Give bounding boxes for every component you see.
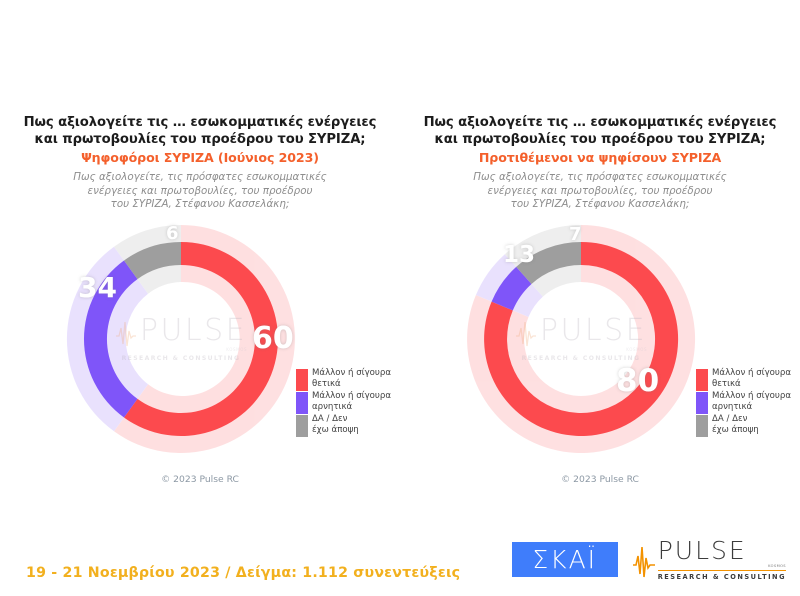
donut-right-slice-dontknow (516, 242, 581, 284)
legend-label-negative: Μάλλον ή σίγουρα αρνητικά (312, 391, 392, 412)
donut-left-ring (83, 242, 278, 436)
legend-label-dontknow: ΔΑ / Δεν έχω άποψη (712, 414, 759, 435)
legend-item-positive: Μάλλον ή σίγουρα θετικά (296, 368, 391, 391)
footer-logos: ΣΚΑΪ PULSE KOSMOS RESEARCH & CONSULTING (511, 538, 786, 581)
panel-right-title-line2: και πρωτοβουλίες του προέδρου του ΣΥΡΙΖΑ… (434, 132, 766, 147)
panel-left-titleblock: Πως αξιολογείτε τις … εσωκομματικές ενέρ… (0, 114, 400, 212)
legend-right: Μάλλον ή σίγουρα θετικά Μάλλον ή σίγουρα… (696, 368, 791, 437)
legend-swatch-dontknow (696, 415, 708, 437)
donut-chart-left: PULSE KOSMOS RESEARCH & CONSULTING 60 34… (56, 214, 346, 464)
panel-left-desc-line3: του ΣΥΡΙΖΑ, Στέφανου Κασσελάκη; (110, 198, 290, 210)
panel-left-desc-line1: Πως αξιολογείτε, τις πρόσφατες εσωκομματ… (73, 171, 327, 183)
legend-item-negative: Μάλλον ή σίγουρα αρνητικά (296, 391, 391, 414)
panel-right-description: Πως αξιολογείτε, τις πρόσφατες εσωκομματ… (400, 171, 800, 212)
legend-item-negative: Μάλλον ή σίγουρα αρνητικά (696, 391, 791, 414)
panel-left-description: Πως αξιολογείτε, τις πρόσφατες εσωκομματ… (0, 171, 400, 212)
legend-item-positive: Μάλλον ή σίγουρα θετικά (696, 368, 791, 391)
panel-right-titleblock: Πως αξιολογείτε τις … εσωκομματικές ενέρ… (400, 114, 800, 212)
legend-swatch-positive (696, 369, 708, 391)
donut-right-svg (467, 224, 696, 453)
donut-left-slice-dontknow (124, 242, 181, 280)
panel-right-desc-line2: ενέργειες και πρωτοβουλίες, του προέδρου (487, 184, 713, 197)
panel-left-subtitle: Ψηφοφόροι ΣΥΡΙΖΑ (Ιούνιος 2023) (81, 150, 319, 165)
donut-left-value-negative: 34 (78, 271, 117, 304)
legend-swatch-negative (696, 392, 708, 414)
donut-left-slice-positive (124, 242, 278, 436)
pulse-logo-text: PULSE (657, 536, 747, 565)
panel-right: Πως αξιολογείτε τις … εσωκομματικές ενέρ… (400, 0, 800, 520)
panel-left-title-line1: Πως αξιολογείτε τις … εσωκομματικές ενέρ… (23, 115, 377, 130)
legend-label-positive: Μάλλον ή σίγουρα θετικά (712, 368, 792, 389)
donut-right-value-positive: 80 (616, 363, 660, 399)
skai-logo: ΣΚΑΪ (511, 542, 618, 577)
donut-left-value-positive: 60 (252, 321, 294, 356)
legend-left: Μάλλον ή σίγουρα θετικά Μάλλον ή σίγουρα… (296, 368, 391, 437)
panel-left: Πως αξιολογείτε τις … εσωκομματικές ενέρ… (0, 0, 400, 520)
panel-right-subtitle: Προτιθέμενοι να ψηφίσουν ΣΥΡΙΖΑ (478, 150, 722, 165)
donut-right-value-negative: 13 (503, 242, 536, 268)
panel-right-desc-line3: του ΣΥΡΙΖΑ, Στέφανου Κασσελάκη; (510, 198, 690, 210)
pulse-logo-kosmos: KOSMOS (768, 564, 786, 568)
skai-logo-text: ΣΚΑΪ (532, 545, 598, 574)
pulse-logo-rule (657, 570, 786, 571)
donut-right-slice-negative (491, 266, 532, 311)
legend-label-dontknow: ΔΑ / Δεν έχω άποψη (312, 414, 359, 435)
legend-item-dontknow: ΔΑ / Δεν έχω άποψη (296, 414, 391, 437)
panel-right-desc-line1: Πως αξιολογείτε, τις πρόσφατες εσωκομματ… (473, 171, 727, 183)
legend-label-positive: Μάλλον ή σίγουρα θετικά (312, 368, 392, 389)
panel-right-title-line1: Πως αξιολογείτε τις … εσωκομματικές ενέρ… (423, 115, 777, 130)
pulse-logo: PULSE KOSMOS RESEARCH & CONSULTING (632, 538, 786, 581)
copyright-right: © 2023 Pulse RC (561, 474, 639, 485)
legend-swatch-negative (296, 392, 308, 414)
donut-right-value-dontknow: 7 (569, 224, 582, 245)
footer-date-sample: 19 - 21 Νοεμβρίου 2023 / Δείγμα: 1.112 σ… (26, 565, 461, 581)
legend-item-dontknow: ΔΑ / Δεν έχω άποψη (696, 414, 791, 437)
pulse-waveform-icon (632, 546, 655, 578)
legend-swatch-positive (296, 369, 308, 391)
donut-left-svg (66, 224, 295, 453)
donut-right-ring (484, 241, 679, 436)
pulse-logo-tagline: RESEARCH & CONSULTING (657, 573, 786, 581)
donut-left-slice-negative (83, 260, 138, 418)
panel-left-desc-line2: ενέργειες και πρωτοβουλίες, του προέδρου (87, 184, 313, 197)
panel-left-title-line2: και πρωτοβουλίες του προέδρου του ΣΥΡΙΖΑ… (34, 132, 366, 147)
legend-label-negative: Μάλλον ή σίγουρα αρνητικά (712, 391, 792, 412)
copyright-left: © 2023 Pulse RC (161, 474, 239, 485)
donut-left-value-dontknow: 6 (166, 223, 179, 244)
legend-swatch-dontknow (296, 415, 308, 437)
